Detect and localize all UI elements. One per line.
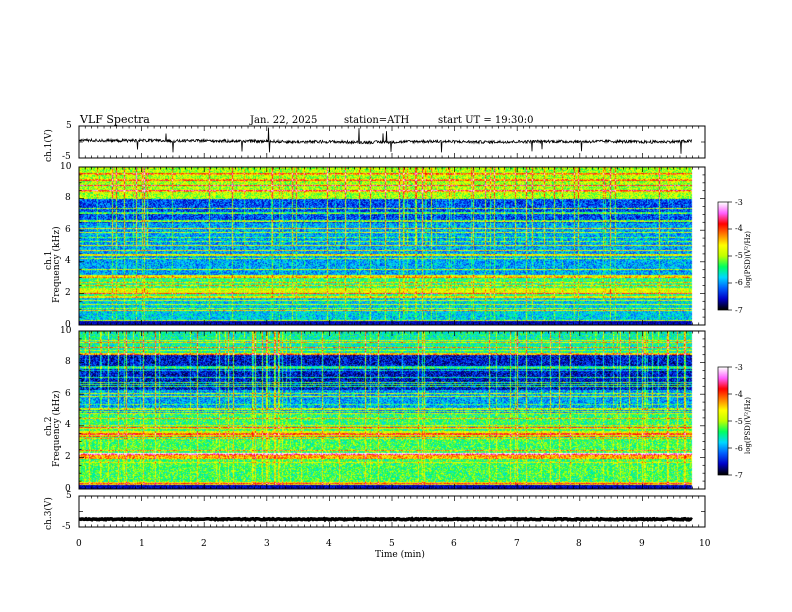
ch3-ytick-top: 5 bbox=[66, 491, 72, 501]
ch3-ytick-bottom: -5 bbox=[62, 522, 71, 532]
cbar2-label: log(PSD)(V²/Hz) bbox=[744, 397, 752, 454]
ch1-freq-tick-0: 0 bbox=[65, 320, 71, 330]
cbar1-tick-3: -3 bbox=[735, 198, 743, 207]
cbar2-frame bbox=[717, 366, 729, 476]
ch1-ytick-top: 5 bbox=[66, 121, 72, 131]
s2-frame bbox=[78, 330, 706, 490]
ch1-colorbar bbox=[718, 202, 728, 310]
ch1-ytick-bottom: -5 bbox=[62, 152, 71, 162]
ch1-freq-tick-10: 10 bbox=[60, 162, 72, 172]
ch2-freq-tick-8: 8 bbox=[65, 357, 71, 367]
xtick-3: 3 bbox=[264, 539, 270, 549]
ch1-freq-tick-8: 8 bbox=[65, 193, 71, 203]
xtick-0: 0 bbox=[76, 539, 82, 549]
xtick-7: 7 bbox=[514, 539, 520, 549]
xtick-6: 6 bbox=[451, 539, 457, 549]
start-time-label: start UT = 19:30:0 bbox=[438, 115, 534, 126]
ch1-ylabel: ch.1(V) bbox=[44, 129, 54, 162]
ch2-frequency-label: Frequency (kHz) bbox=[52, 390, 62, 467]
cbar1-frame bbox=[717, 201, 729, 311]
ch2-freq-tick-10: 10 bbox=[60, 326, 72, 336]
xaxis-label: Time (min) bbox=[375, 550, 425, 560]
xtick-4: 4 bbox=[326, 539, 332, 549]
cbar1-tick-4: -4 bbox=[735, 224, 743, 233]
s1-frame bbox=[78, 166, 706, 326]
ch1-freq-tick-2: 2 bbox=[65, 288, 71, 298]
figure-title: VLF Spectra bbox=[80, 113, 150, 126]
cbar2-tick-3: -3 bbox=[735, 363, 743, 372]
ch1-spectrogram-image bbox=[79, 167, 705, 325]
ch2-colorbar bbox=[718, 367, 728, 475]
xtick-9: 9 bbox=[639, 539, 645, 549]
ch2-spectrogram-image bbox=[79, 331, 705, 489]
ch3-waveform-line bbox=[79, 516, 693, 523]
cbar2-tick-6: -6 bbox=[735, 444, 743, 453]
ch1-freq-tick-6: 6 bbox=[65, 225, 71, 235]
xtick-5: 5 bbox=[389, 539, 395, 549]
ch1-freq-tick-4: 4 bbox=[65, 256, 71, 266]
cbar1-tick-6: -6 bbox=[735, 278, 743, 287]
ch2-freq-tick-0: 0 bbox=[65, 484, 71, 494]
cbar2-tick-7: -7 bbox=[735, 471, 743, 480]
ch1-frequency-label: Frequency (kHz) bbox=[52, 226, 62, 303]
ch3-ylabel: ch.3(V) bbox=[44, 497, 54, 530]
ch2-freq-tick-2: 2 bbox=[65, 452, 71, 462]
cbar2-tick-4: -4 bbox=[735, 390, 743, 399]
cbar1-tick-7: -7 bbox=[735, 306, 743, 315]
ch1-waveform-line bbox=[78, 127, 693, 154]
station-label: station=ATH bbox=[344, 115, 410, 126]
xtick-10: 10 bbox=[699, 539, 711, 549]
ch2-freq-tick-4: 4 bbox=[65, 420, 71, 430]
xtick-8: 8 bbox=[576, 539, 582, 549]
cbar1-label: log(PSD)(V²/Hz) bbox=[744, 231, 752, 288]
cbar2-tick-5: -5 bbox=[735, 417, 743, 426]
ch2-freq-tick-6: 6 bbox=[65, 389, 71, 399]
date-label: Jan. 22, 2025 bbox=[250, 115, 318, 126]
xtick-2: 2 bbox=[201, 539, 207, 549]
xtick-1: 1 bbox=[139, 539, 145, 549]
cbar1-tick-5: -5 bbox=[735, 251, 743, 260]
